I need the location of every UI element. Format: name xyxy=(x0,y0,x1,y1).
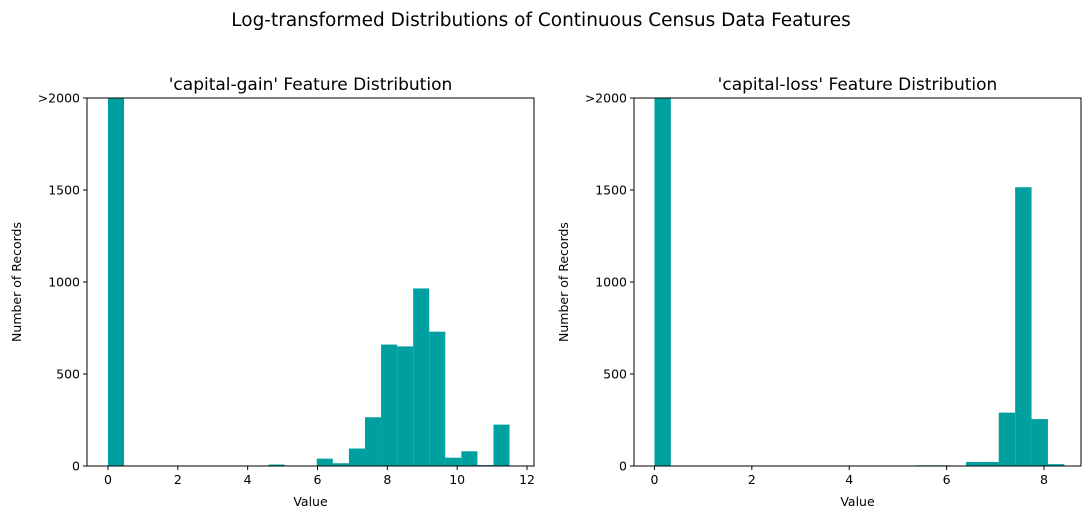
capital-gain-bar xyxy=(461,451,478,466)
capital-gain-bar xyxy=(268,464,285,466)
capital-loss-ytick-label: 0 xyxy=(619,459,627,474)
capital-gain-bar xyxy=(429,331,446,466)
capital-loss-panel: 0 2 4 6 8 0 500 1000 1500 >2000 'capital-loss' Fea… xyxy=(556,75,1082,509)
capital-gain-bar xyxy=(397,346,414,466)
capital-loss-ylabel: Number of Records xyxy=(556,222,571,342)
capital-gain-xtick-label: 8 xyxy=(383,472,391,487)
capital-loss-bar xyxy=(965,461,983,466)
capital-gain-ytick-label: 1500 xyxy=(48,183,80,198)
capital-loss-ytick-label: 500 xyxy=(603,367,627,382)
capital-loss-title: 'capital-loss' Feature Distribution xyxy=(718,75,998,95)
capital-gain-xtick-label: 0 xyxy=(104,472,112,487)
capital-gain-bar xyxy=(413,288,430,466)
capital-gain-bar xyxy=(381,344,398,466)
capital-loss-bar xyxy=(654,98,671,466)
capital-gain-xtick-label: 6 xyxy=(314,472,322,487)
capital-loss-ytick-label: 1500 xyxy=(595,183,627,198)
capital-gain-xtick-label: 12 xyxy=(519,472,535,487)
capital-gain-bar xyxy=(107,98,125,466)
capital-gain-bar xyxy=(332,463,349,466)
capital-loss-xtick-label: 4 xyxy=(845,472,853,487)
capital-gain-xlabel: Value xyxy=(293,494,328,509)
capital-gain-title: 'capital-gain' Feature Distribution xyxy=(169,75,453,95)
capital-loss-ytick-label: >2000 xyxy=(585,91,627,106)
capital-loss-ytick-label: 1000 xyxy=(595,275,627,290)
capital-loss-axes-frame xyxy=(633,97,1082,467)
capital-gain-xtick-label: 4 xyxy=(244,472,252,487)
capital-loss-xlabel: Value xyxy=(840,494,875,509)
capital-gain-bar xyxy=(348,448,365,466)
capital-gain-bar xyxy=(364,417,382,466)
capital-gain-bar xyxy=(316,458,333,466)
figure-title: Log-transformed Distributions of Continu… xyxy=(231,10,850,31)
capital-gain-axes-frame xyxy=(86,97,535,467)
capital-gain-ytick-label: >2000 xyxy=(38,91,80,106)
capital-loss-xtick-label: 0 xyxy=(650,472,658,487)
capital-gain-bar xyxy=(445,457,462,466)
capital-gain-ytick-label: 500 xyxy=(56,367,80,382)
capital-loss-xtick-label: 6 xyxy=(943,472,951,487)
capital-gain-xtick-label: 10 xyxy=(449,472,465,487)
capital-loss-bar xyxy=(1015,187,1032,467)
capital-gain-xtick-label: 2 xyxy=(174,472,182,487)
capital-loss-bar xyxy=(1031,419,1048,466)
capital-loss-xtick-label: 8 xyxy=(1040,472,1048,487)
capital-gain-ylabel: Number of Records xyxy=(9,222,24,342)
capital-gain-bar xyxy=(493,424,510,466)
capital-loss-bar xyxy=(982,461,999,466)
capital-loss-xtick-label: 2 xyxy=(748,472,756,487)
capital-loss-bar xyxy=(1047,464,1065,466)
capital-gain-ytick-label: 1000 xyxy=(48,275,80,290)
capital-gain-panel: 0 2 4 6 8 10 12 0 500 1000 1500 >2000 'capital-gain'… xyxy=(9,75,535,509)
capital-loss-bar xyxy=(998,412,1016,466)
capital-gain-ytick-label: 0 xyxy=(72,459,80,474)
